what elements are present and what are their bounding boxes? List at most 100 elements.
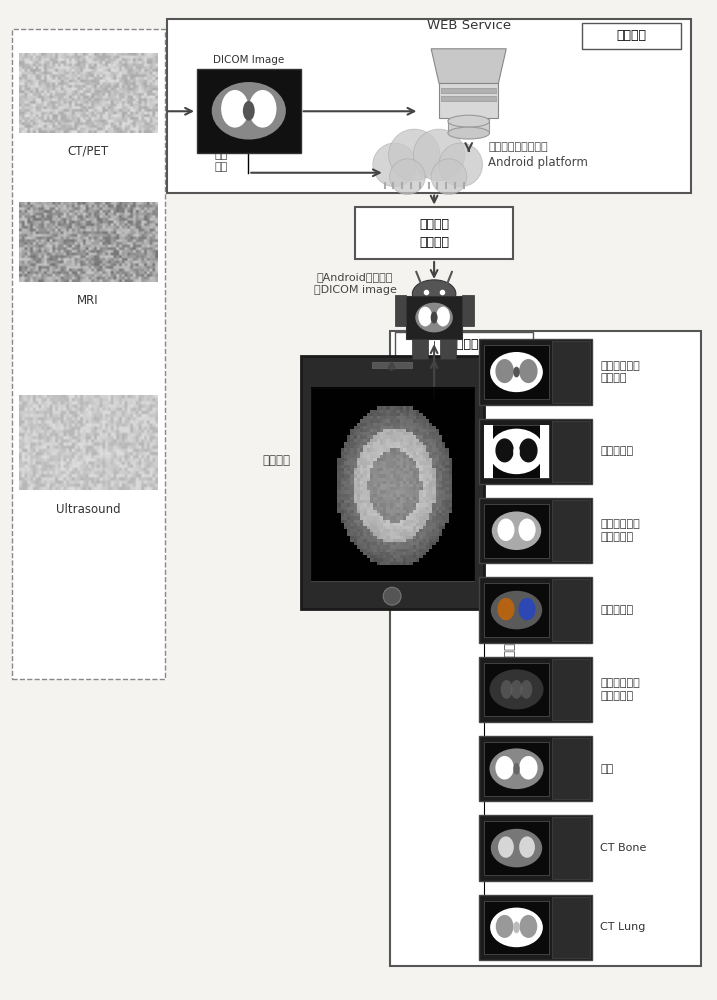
Ellipse shape [490,669,543,709]
Ellipse shape [519,438,538,462]
Ellipse shape [488,429,544,474]
Bar [407,296,462,339]
Bar [483,742,549,796]
Bar [440,339,456,359]
Ellipse shape [495,756,514,780]
Bar [478,419,592,484]
Bar [483,345,549,399]
Ellipse shape [500,680,513,699]
Bar [483,583,549,637]
Text: CT Lung: CT Lung [600,922,645,932]
Circle shape [431,159,467,195]
Bar [394,332,533,356]
Ellipse shape [495,915,513,938]
Ellipse shape [448,127,490,139]
Text: 在Android平台上显
示DICOM image: 在Android平台上显 示DICOM image [313,272,397,295]
Text: 伪彩色变换并
调节灰度值: 伪彩色变换并 调节灰度值 [600,678,640,701]
Polygon shape [431,49,506,83]
Bar [553,817,590,879]
Text: 直接
存储: 直接 存储 [215,150,228,172]
Ellipse shape [221,90,249,128]
Circle shape [389,129,440,181]
Text: 灰度变换并调
节灰度值: 灰度变换并调 节灰度值 [600,361,640,383]
Bar [389,331,701,966]
Bar [412,339,428,359]
Text: 实例显示: 实例显示 [263,454,291,467]
Ellipse shape [490,352,543,392]
Ellipse shape [490,591,542,629]
Bar [553,500,590,561]
Bar [197,69,300,153]
Text: 解析模块
缓存模块: 解析模块 缓存模块 [419,218,449,249]
Ellipse shape [519,915,537,938]
Bar [441,88,496,93]
Text: 多线程断点远程下载: 多线程断点远程下载 [488,142,548,152]
Text: WEB Service: WEB Service [427,19,511,32]
Circle shape [389,159,425,195]
Ellipse shape [492,511,541,550]
Bar [483,425,493,478]
Ellipse shape [513,922,520,933]
Ellipse shape [513,446,520,457]
Circle shape [373,143,417,187]
Bar [355,207,513,259]
Text: 显示处理模块: 显示处理模块 [441,338,486,351]
Circle shape [383,587,401,605]
Bar [483,821,549,875]
Ellipse shape [519,359,538,383]
Bar [12,29,166,678]
Ellipse shape [519,756,538,780]
Ellipse shape [513,763,520,775]
Ellipse shape [521,680,532,699]
Text: Android platform: Android platform [488,156,589,169]
Ellipse shape [431,312,437,323]
Bar [478,339,592,405]
Ellipse shape [418,307,432,326]
Ellipse shape [498,598,515,620]
Ellipse shape [243,101,255,121]
Text: MRI: MRI [77,294,99,307]
Ellipse shape [249,90,277,128]
Bar [478,895,592,960]
Ellipse shape [448,115,490,127]
Text: DICOM Image: DICOM Image [213,55,285,65]
Ellipse shape [436,307,450,326]
Bar [448,119,490,133]
Bar [167,19,691,193]
Ellipse shape [412,280,456,308]
Text: Ultrasound: Ultrasound [56,503,120,516]
Bar [553,738,590,799]
Ellipse shape [518,519,536,541]
Bar [478,736,592,801]
Text: 伪彩色变换: 伪彩色变换 [600,605,633,615]
Ellipse shape [415,303,453,332]
Bar [582,23,681,49]
Text: 反灰度变换并
调节灰度值: 反灰度变换并 调节灰度值 [600,519,640,542]
Ellipse shape [513,367,520,377]
Bar [394,295,407,326]
Ellipse shape [490,748,543,789]
Text: 处理方法: 处理方法 [498,596,526,609]
Text: 处理方法: 处理方法 [503,635,516,663]
Text: 存储模块: 存储模块 [617,29,647,42]
Bar [553,659,590,720]
Ellipse shape [518,598,536,620]
Circle shape [439,143,483,187]
Bar [553,897,590,958]
Bar [483,425,549,478]
Bar [483,663,549,716]
Bar [553,341,590,403]
Ellipse shape [495,438,514,462]
Ellipse shape [498,836,514,858]
Ellipse shape [519,836,535,858]
Bar [310,388,474,581]
Ellipse shape [490,908,543,947]
Circle shape [414,129,465,181]
Bar [553,579,590,641]
Ellipse shape [212,82,286,140]
Ellipse shape [511,680,523,699]
Bar [478,815,592,881]
Text: 反灰度变换: 反灰度变换 [600,446,633,456]
Polygon shape [439,83,498,118]
Bar [478,498,592,563]
